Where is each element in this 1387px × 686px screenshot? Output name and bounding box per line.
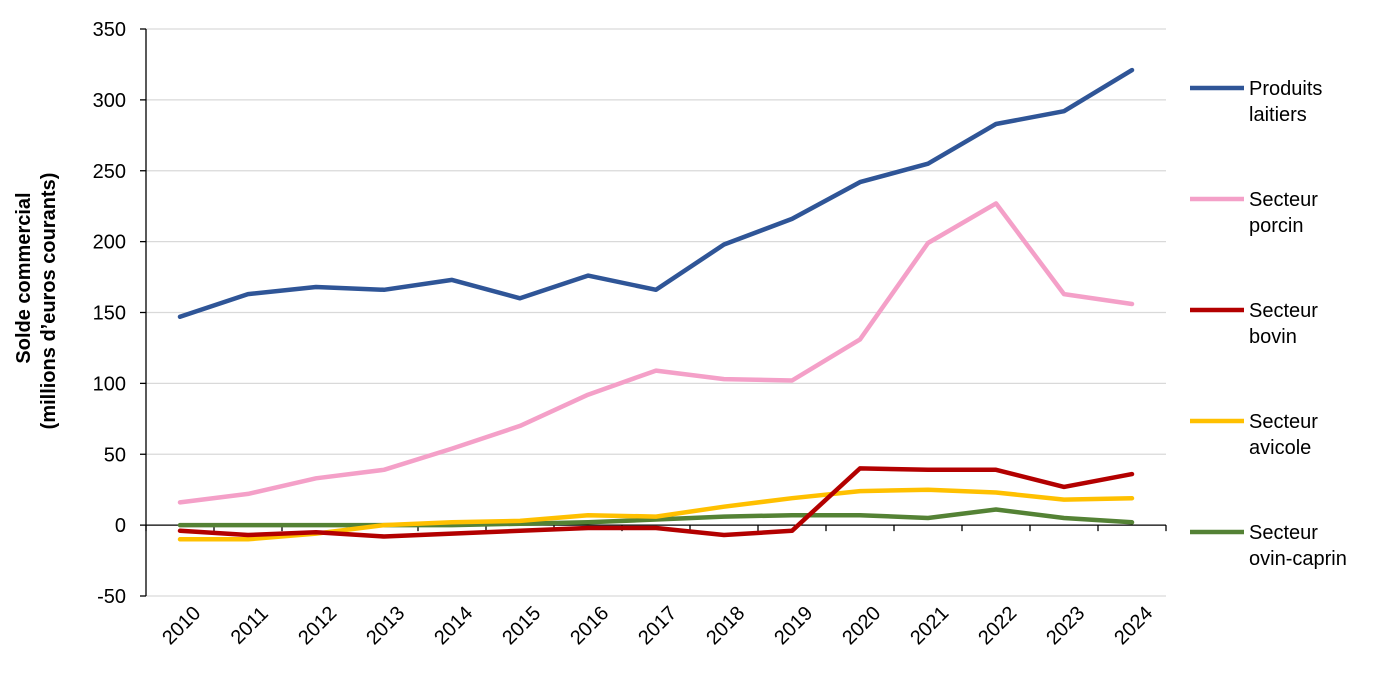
legend: Produits laitiers Secteur porcin Secteur bovi… [1190, 78, 1347, 570]
x-tick-label-2015: 2015 [498, 602, 545, 649]
x-tick-label-2022: 2022 [974, 602, 1021, 649]
legend-label: Secteur [1249, 189, 1318, 211]
x-tick-label-2016: 2016 [566, 602, 613, 649]
y-tick-label: 350 [93, 19, 126, 41]
x-tick-label-2014: 2014 [430, 602, 477, 649]
x-axis: 2010 2011 2012 2013 2014 2015 2016 2017 2018 2019… [145, 524, 1167, 649]
series-line-secteur-porcin [177, 201, 1135, 505]
y-tick-label: 300 [93, 90, 126, 112]
y-tick-label: -50 [97, 586, 126, 608]
y-tick-label: 100 [93, 373, 126, 395]
y-axis-title-line-1: Solde commercial [13, 192, 35, 363]
legend-label: laitiers [1249, 104, 1307, 126]
x-tick-label-2019: 2019 [770, 602, 817, 649]
legend-label: avicole [1249, 437, 1311, 459]
series-line-secteur-ovin-caprin [177, 507, 1135, 528]
x-tick-label-2021: 2021 [906, 602, 953, 649]
y-axis-title-line-2: (millions d’euros courants) [38, 173, 60, 430]
x-tick-label-2013: 2013 [362, 602, 409, 649]
y-tick-label: 250 [93, 161, 126, 183]
gridlines [146, 28, 1166, 597]
y-axis: -50 0 50 100 150 200 250 300 350 [93, 19, 147, 608]
x-tick-label-2018: 2018 [702, 602, 749, 649]
y-tick-label: 150 [93, 303, 126, 325]
x-tick-label-2010: 2010 [158, 602, 205, 649]
legend-label: porcin [1249, 215, 1303, 237]
y-tick-label: 200 [93, 232, 126, 254]
y-tick-label: 0 [115, 515, 126, 537]
legend-label: ovin-caprin [1249, 548, 1347, 570]
legend-label: Produits [1249, 78, 1322, 100]
legend-label: bovin [1249, 326, 1297, 348]
y-tick-label: 50 [104, 444, 126, 466]
legend-label: Secteur [1249, 522, 1318, 544]
x-tick-label-2020: 2020 [838, 602, 885, 649]
series-line-secteur-bovin [177, 466, 1135, 539]
series-line-secteur-avicole [177, 487, 1135, 542]
legend-label: Secteur [1249, 300, 1318, 322]
series-lines [177, 67, 1135, 542]
series-line-produits-laitiers [177, 67, 1135, 320]
x-tick-label-2017: 2017 [634, 602, 681, 649]
legend-label: Secteur [1249, 411, 1318, 433]
x-tick-label-2023: 2023 [1042, 602, 1089, 649]
x-tick-label-2011: 2011 [227, 603, 273, 649]
x-tick-label-2012: 2012 [294, 602, 341, 649]
x-tick-label-2024: 2024 [1110, 602, 1157, 649]
